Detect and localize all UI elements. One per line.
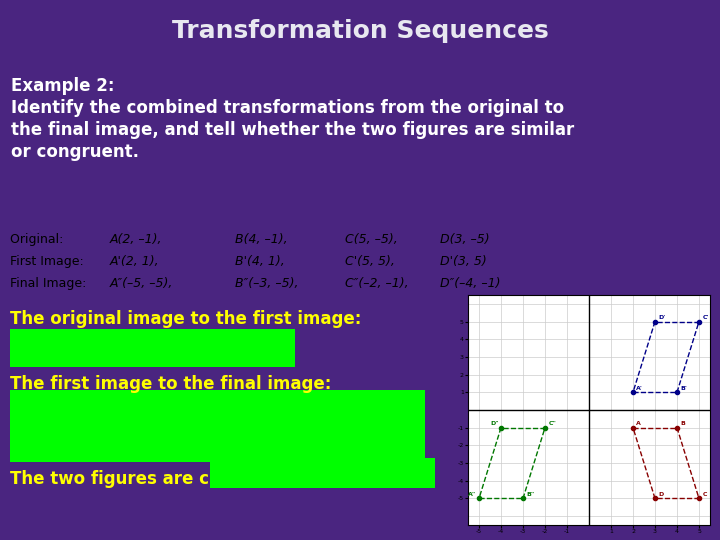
Text: the final image, and tell whether the two figures are similar: the final image, and tell whether the tw… bbox=[12, 121, 575, 139]
Text: D(3, –5): D(3, –5) bbox=[440, 233, 490, 246]
Text: The first image to the final image:: The first image to the final image: bbox=[10, 375, 331, 393]
Text: D'(3, 5): D'(3, 5) bbox=[440, 255, 487, 268]
Text: C: C bbox=[702, 492, 707, 497]
Text: A'(2, 1),: A'(2, 1), bbox=[110, 255, 160, 268]
Text: Original:: Original: bbox=[10, 233, 79, 246]
Text: C″(–2, –1),: C″(–2, –1), bbox=[345, 277, 409, 290]
Text: D': D' bbox=[658, 315, 665, 320]
Text: D″(–4, –1): D″(–4, –1) bbox=[440, 277, 500, 290]
Text: B: B bbox=[680, 421, 685, 426]
Text: B″(–3, –5),: B″(–3, –5), bbox=[235, 277, 299, 290]
Text: Example 2:: Example 2: bbox=[12, 77, 114, 95]
Text: B'(4, 1),: B'(4, 1), bbox=[235, 255, 284, 268]
Text: A': A' bbox=[636, 386, 643, 390]
Text: The original image to the first image:: The original image to the first image: bbox=[10, 310, 361, 328]
Text: C": C" bbox=[549, 421, 556, 426]
Text: or congruent.: or congruent. bbox=[12, 143, 140, 161]
Text: A: A bbox=[636, 421, 642, 426]
Text: D": D" bbox=[490, 421, 499, 426]
Text: A": A" bbox=[468, 492, 476, 497]
Text: Transformation Sequences: Transformation Sequences bbox=[171, 19, 549, 43]
Bar bbox=[10, 329, 295, 367]
Text: B': B' bbox=[680, 386, 687, 390]
Text: A(2, –1),: A(2, –1), bbox=[110, 233, 163, 246]
Text: First Image:: First Image: bbox=[10, 255, 88, 268]
Bar bbox=[10, 390, 425, 462]
Text: D: D bbox=[658, 492, 664, 497]
Text: Final Image:: Final Image: bbox=[10, 277, 91, 290]
Text: The two figures are c: The two figures are c bbox=[10, 470, 209, 488]
Text: C': C' bbox=[702, 315, 708, 320]
Text: C'(5, 5),: C'(5, 5), bbox=[345, 255, 395, 268]
Text: A″(–5, –5),: A″(–5, –5), bbox=[110, 277, 174, 290]
Text: Identify the combined transformations from the original to: Identify the combined transformations fr… bbox=[12, 99, 564, 117]
Bar bbox=[210, 458, 435, 488]
Text: B": B" bbox=[526, 492, 534, 497]
Text: C(5, –5),: C(5, –5), bbox=[345, 233, 397, 246]
Text: B(4, –1),: B(4, –1), bbox=[235, 233, 287, 246]
